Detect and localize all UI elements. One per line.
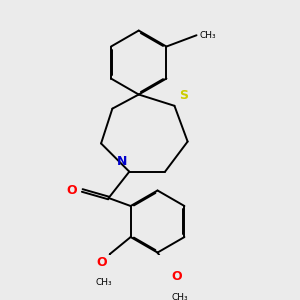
- Text: O: O: [97, 256, 107, 269]
- Text: O: O: [172, 270, 182, 284]
- Text: CH₃: CH₃: [172, 293, 188, 300]
- Text: CH₃: CH₃: [199, 31, 216, 40]
- Text: S: S: [179, 89, 188, 102]
- Text: CH₃: CH₃: [95, 278, 112, 287]
- Text: O: O: [66, 184, 76, 197]
- Text: N: N: [117, 155, 128, 168]
